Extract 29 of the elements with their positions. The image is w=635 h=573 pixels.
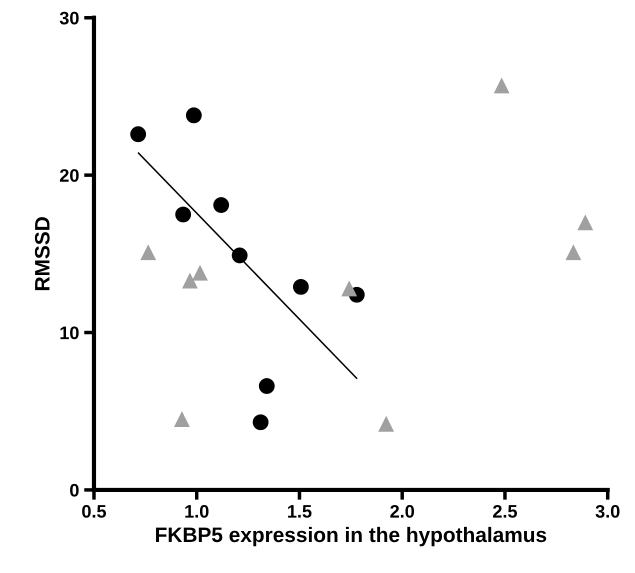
x-tick-label: 3.0 [596,504,620,518]
x-tick-label: 1.0 [185,504,209,518]
point [494,78,510,94]
point [140,244,156,260]
y-tick-label: 0 [70,484,79,497]
point [378,416,394,432]
y-tick-label: 30 [60,12,79,25]
x-tick-label: 1.5 [288,505,312,518]
point [292,278,309,295]
point [175,206,192,222]
point [252,414,269,430]
x-axis-title: FKBP5 expression in the hypothalamus [156,526,546,546]
point [213,197,230,213]
point [577,214,594,230]
point [258,378,275,394]
point [130,126,146,142]
point [186,107,202,124]
point [565,244,582,260]
point [182,272,198,289]
x-tick-label: 2.5 [493,504,517,518]
y-tick-label: 10 [60,326,79,340]
point [192,264,208,281]
y-axis-title: RMSSD [34,217,50,290]
y-tick-label: 20 [60,169,79,182]
x-tick-label: 2.0 [390,504,414,518]
point [232,247,248,264]
point [341,280,358,296]
point [174,411,190,428]
x-tick-label: 0.5 [82,504,106,518]
